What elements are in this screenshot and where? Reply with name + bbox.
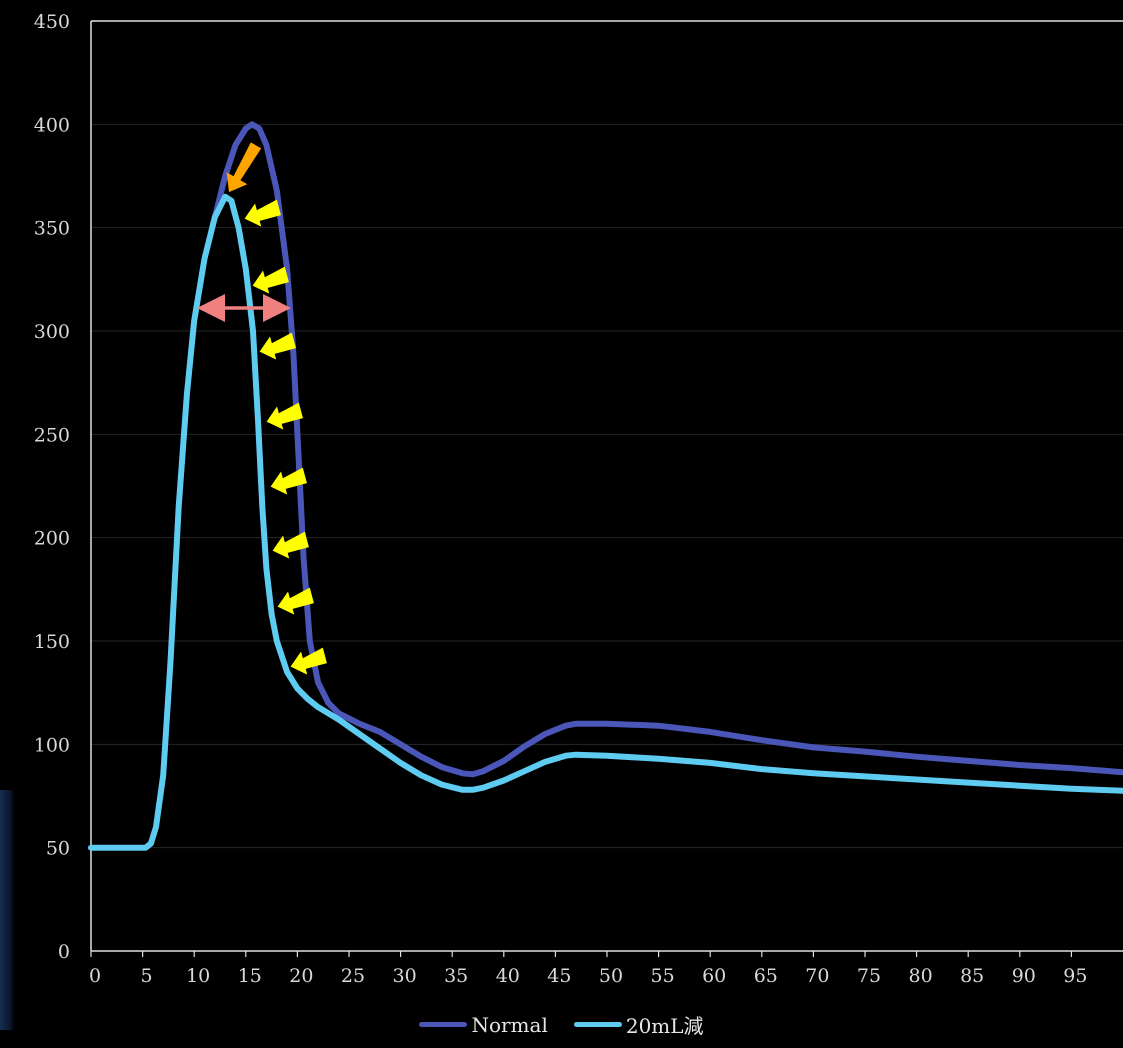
background-glow xyxy=(0,790,14,1030)
legend: Normal 20mL減 xyxy=(0,1010,1123,1039)
y-tick-labels: 0 50 100 150 200 250 300 350 400 450 xyxy=(34,11,70,963)
x-tick-label-65: 65 xyxy=(754,965,778,987)
x-tick-label-75: 75 xyxy=(857,965,881,987)
yellow-arrow-2 xyxy=(252,266,289,294)
legend-label-20ml: 20mL減 xyxy=(625,1014,704,1038)
x-tick-label-40: 40 xyxy=(496,965,520,987)
legend-item-20ml: 20mL減 xyxy=(573,1010,704,1039)
y-tick-label-250: 250 xyxy=(34,424,70,446)
x-tick-label-45: 45 xyxy=(547,965,571,987)
legend-label-normal: Normal xyxy=(471,1012,548,1037)
line-chart: 0 50 100 150 200 250 300 350 400 450 0 5 10 15 20 25 30… xyxy=(34,11,1123,987)
yellow-arrow-5 xyxy=(270,467,307,495)
peak-drop-arrow xyxy=(226,142,262,193)
y-tick-label-150: 150 xyxy=(34,631,70,653)
yellow-arrow-4 xyxy=(266,402,303,430)
y-tick-label-0: 0 xyxy=(58,941,70,963)
x-tick-label-80: 80 xyxy=(909,965,933,987)
legend-item-normal: Normal xyxy=(419,1010,548,1039)
x-tick-label-55: 55 xyxy=(651,965,675,987)
yellow-arrow-3 xyxy=(259,332,296,360)
series-line-20ml xyxy=(88,193,1123,851)
axes xyxy=(90,20,1123,957)
yellow-arrow-8 xyxy=(290,647,327,675)
x-tick-label-35: 35 xyxy=(444,965,468,987)
x-tick-label-70: 70 xyxy=(805,965,829,987)
x-tick-label-10: 10 xyxy=(186,965,210,987)
y-tick-label-200: 200 xyxy=(34,528,70,550)
series-line-normal xyxy=(211,121,1123,778)
x-tick-label-5: 5 xyxy=(141,965,153,987)
y-tick-label-400: 400 xyxy=(34,114,70,136)
yellow-arrow-1 xyxy=(244,199,281,227)
y-tick-label-50: 50 xyxy=(46,838,70,860)
x-tick-label-20: 20 xyxy=(289,965,313,987)
x-tick-label-30: 30 xyxy=(393,965,417,987)
x-tick-label-25: 25 xyxy=(341,965,365,987)
annotations xyxy=(197,142,327,675)
series-lines xyxy=(88,121,1123,851)
y-tick-label-350: 350 xyxy=(34,218,70,240)
x-tick-label-0: 0 xyxy=(89,965,101,987)
legend-swatch-normal xyxy=(419,1022,468,1027)
y-tick-label-100: 100 xyxy=(34,734,70,756)
y-tick-label-300: 300 xyxy=(34,321,70,343)
x-tick-label-90: 90 xyxy=(1012,965,1036,987)
yellow-arrow-7 xyxy=(277,587,314,615)
yellow-arrows xyxy=(244,199,327,675)
legend-swatch-20ml xyxy=(573,1022,622,1027)
yellow-arrow-6 xyxy=(272,531,309,559)
x-tick-labels: 0 5 10 15 20 25 30 35 40 45 50 55 60 65 70 75 80 85 90 95 xyxy=(89,965,1088,987)
x-tick-label-85: 85 xyxy=(960,965,984,987)
x-tick-label-95: 95 xyxy=(1063,965,1087,987)
x-tick-label-50: 50 xyxy=(599,965,623,987)
y-tick-label-450: 450 xyxy=(34,11,70,33)
x-tick-label-15: 15 xyxy=(238,965,262,987)
x-tick-label-60: 60 xyxy=(702,965,726,987)
